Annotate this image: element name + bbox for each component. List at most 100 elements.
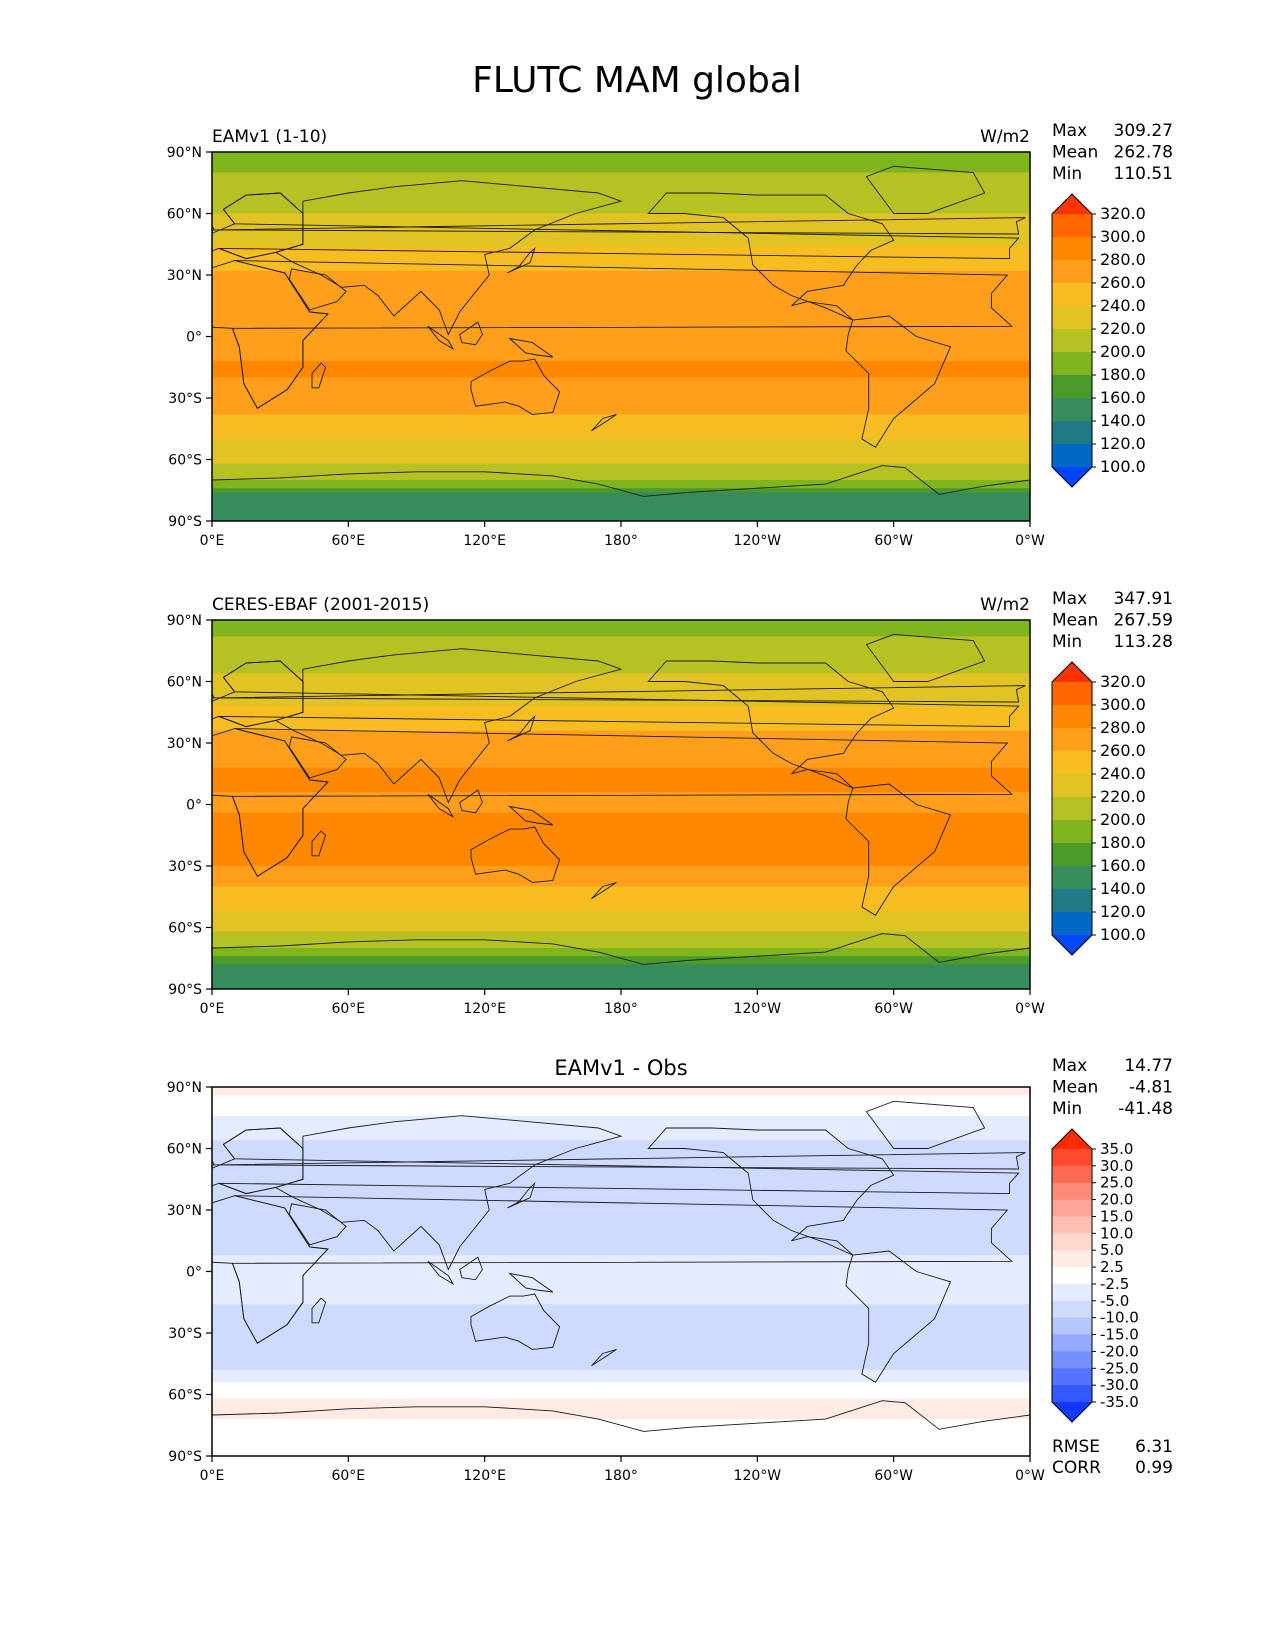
field-band (212, 1185, 1030, 1191)
colorbar-segment (1052, 1300, 1092, 1319)
coastline-uk (214, 685, 1026, 703)
field-band (212, 357, 1030, 362)
panel-title: EAMv1 - Obs (554, 1056, 687, 1080)
field-band (212, 279, 1030, 284)
field-band (212, 1328, 1030, 1334)
lon-tick-label: 0°E (200, 1001, 225, 1017)
field-band (212, 188, 1030, 194)
field-band (212, 1222, 1030, 1228)
field-band (212, 422, 1030, 428)
colorbar-label: 240.0 (1100, 296, 1146, 315)
field-band (212, 217, 1030, 223)
field-band (212, 984, 1030, 989)
field-band (212, 866, 1030, 871)
lat-tick-label: 30°N (167, 268, 202, 284)
field-band (212, 1390, 1030, 1396)
colorbar-label: 280.0 (1100, 718, 1146, 737)
field-band (212, 1173, 1030, 1178)
colorbar-label: 260.0 (1100, 741, 1146, 760)
field-band (212, 254, 1030, 260)
coastline-south_america (845, 315, 952, 448)
colorbar-label: 320.0 (1100, 204, 1146, 223)
colorbar-label: 15.0 (1100, 1207, 1133, 1225)
coastline-sumatra (427, 325, 455, 351)
colorbar-segment (1052, 1149, 1092, 1167)
colorbar-label: 100.0 (1100, 457, 1146, 476)
field-band (212, 340, 1030, 346)
map-field (212, 1087, 1030, 1456)
field-band (212, 176, 1030, 182)
field-band (212, 1308, 1030, 1314)
colorbar-extend-min (1052, 935, 1092, 955)
field-band (212, 1226, 1030, 1232)
field-band (212, 1447, 1030, 1453)
field-band (212, 1287, 1030, 1293)
field-band (212, 771, 1030, 777)
coastline-asia (274, 648, 623, 804)
panel-1: 90°N 60°N 30°N 0° 30°S 60°S 90°S 0°E 60°E 120°E 18… (167, 121, 1173, 549)
field-band (212, 1415, 1030, 1420)
field-band (212, 443, 1030, 448)
field-band (212, 706, 1030, 711)
lon-tick-label: 0°W (1015, 533, 1045, 549)
lon-tick-label: 0°E (200, 533, 225, 549)
colorbar-segment (1052, 751, 1092, 775)
field-band (212, 1181, 1030, 1187)
colorbar-label: 30.0 (1100, 1157, 1133, 1175)
field-band (212, 804, 1030, 810)
lon-tick-label: 0°W (1015, 1001, 1045, 1017)
field-band (212, 168, 1030, 174)
colorbar-segment (1052, 728, 1092, 752)
stat-label-mean: Mean (1052, 143, 1098, 163)
colorbar-label: 5.0 (1100, 1241, 1124, 1259)
field-band (212, 250, 1030, 256)
colorbar-segment (1052, 375, 1092, 399)
panel-3: 90°N 60°N 30°N 0° 30°S 60°S 90°S 0°E 60°E 120°E 18… (167, 1056, 1173, 1484)
colorbar-label: 120.0 (1100, 434, 1146, 453)
field-band (212, 1406, 1030, 1412)
field-band (212, 213, 1030, 219)
coastline-north_america (647, 1127, 895, 1256)
lon-tick-label: 180° (604, 1001, 638, 1017)
field-band (212, 1177, 1030, 1183)
field-band (212, 1443, 1030, 1449)
field-band (212, 402, 1030, 407)
field-band (212, 1320, 1030, 1326)
field-band (212, 1337, 1030, 1342)
field-band (212, 1210, 1030, 1215)
colorbar-segment (1052, 866, 1092, 890)
colorbar-label: 260.0 (1100, 273, 1146, 292)
field-band (212, 800, 1030, 806)
lon-tick-label: 60°E (331, 533, 365, 549)
lat-tick-label: 60°S (168, 453, 202, 469)
colorbar-segment (1052, 843, 1092, 867)
colorbar-label: 120.0 (1100, 902, 1146, 921)
field-band (212, 381, 1030, 387)
stat-value-min: 110.51 (1114, 164, 1173, 184)
colorbar-segment (1052, 260, 1092, 284)
stat-value-mean: 262.78 (1114, 143, 1173, 163)
field-band (212, 1353, 1030, 1359)
field-band (212, 734, 1030, 740)
lat-tick-label: 60°N (167, 675, 202, 691)
field-band (212, 644, 1030, 650)
coastline-new_guinea (508, 337, 554, 358)
field-band (212, 439, 1030, 444)
colorbar-label: -30.0 (1100, 1376, 1139, 1394)
panel-2: 90°N 60°N 30°N 0° 30°S 60°S 90°S 0°E 60°E 120°E 18… (167, 589, 1173, 1017)
field-band (212, 784, 1030, 789)
colorbar-label: 160.0 (1100, 388, 1146, 407)
lon-tick-label: 60°E (331, 1468, 365, 1484)
field-band (212, 385, 1030, 391)
field-band (212, 1214, 1030, 1219)
colorbar-segment (1052, 705, 1092, 729)
field-band (212, 426, 1030, 432)
field-band (212, 1160, 1030, 1166)
field-band (212, 389, 1030, 395)
map-field (212, 152, 1030, 521)
field-band (212, 1333, 1030, 1338)
field-band (212, 1410, 1030, 1416)
lat-tick-label: 90°S (168, 1449, 202, 1465)
field-band (212, 180, 1030, 186)
field-band (212, 475, 1030, 481)
